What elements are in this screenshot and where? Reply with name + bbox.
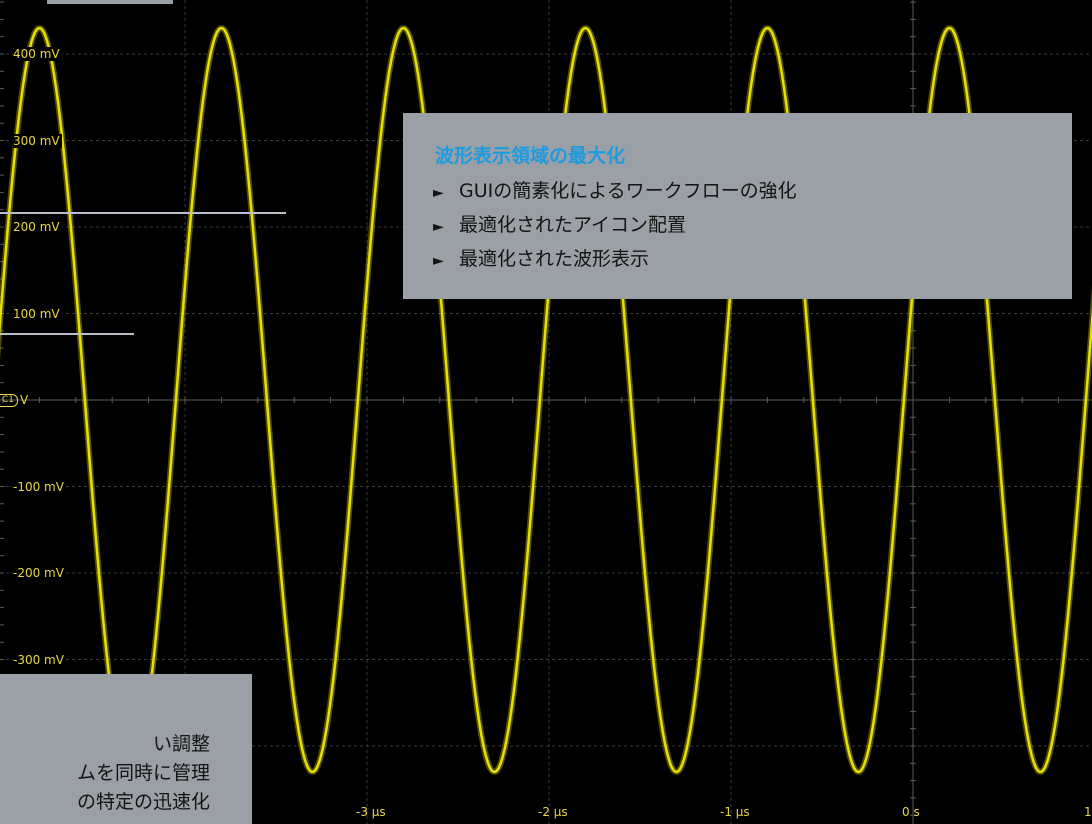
feature-info-panel: 波形表示領域の最大化 ► GUIの簡素化によるワークフローの強化 ► 最適化されたア… <box>403 113 1072 299</box>
x-tick-label: -1 µs <box>720 805 750 819</box>
y-tick-label: -200 mV <box>13 566 66 580</box>
secondary-info-panel: い調整 ムを同時に管理 の特定の迅速化 <box>0 674 252 824</box>
cursor-line-upper[interactable] <box>0 212 286 214</box>
bullet-triangle-icon: ► <box>433 253 444 269</box>
x-tick-label: -3 µs <box>356 805 386 819</box>
panel-title: 波形表示領域の最大化 <box>435 145 626 167</box>
channel-1-marker[interactable]: C1 V <box>0 393 28 407</box>
bullet-triangle-icon: ► <box>433 185 444 201</box>
list-item: ► GUIの簡素化によるワークフローの強化 <box>433 175 797 209</box>
list-item: ► 最適化された波形表示 <box>433 243 797 277</box>
y-tick-label: 100 mV <box>13 306 62 321</box>
channel-unit: V <box>20 393 29 407</box>
list-item: の特定の迅速化 <box>76 791 210 813</box>
channel-tag: C1 <box>0 393 19 407</box>
list-item-text: GUIの簡素化によるワークフローの強化 <box>459 180 797 202</box>
y-tick-label: -300 mV <box>13 652 66 667</box>
y-tick-label: -100 mV <box>13 479 66 494</box>
x-tick-label: 0 s <box>902 805 920 819</box>
list-item: い調整 <box>152 733 210 755</box>
list-item: ムを同時に管理 <box>76 762 210 784</box>
list-item-text: 最適化された波形表示 <box>459 248 650 270</box>
list-item-text: 最適化されたアイコン配置 <box>459 214 687 236</box>
cursor-line-lower[interactable] <box>0 333 134 335</box>
y-tick-label: 400 mV <box>13 47 62 61</box>
bullet-triangle-icon: ► <box>433 219 444 235</box>
x-tick-label: 1 <box>1084 805 1092 819</box>
secondary-feature-list: い調整 ムを同時に管理 の特定の迅速化 <box>77 730 210 817</box>
y-tick-label: 300 mV <box>13 133 62 148</box>
x-tick-label: -2 µs <box>538 805 568 819</box>
y-tick-label: 200 mV <box>13 220 62 234</box>
top-tab-indicator[interactable] <box>47 0 173 4</box>
feature-list: ► GUIの簡素化によるワークフローの強化 ► 最適化されたアイコン配置 ► 最適化さ… <box>433 175 797 277</box>
list-item: ► 最適化されたアイコン配置 <box>433 209 797 243</box>
